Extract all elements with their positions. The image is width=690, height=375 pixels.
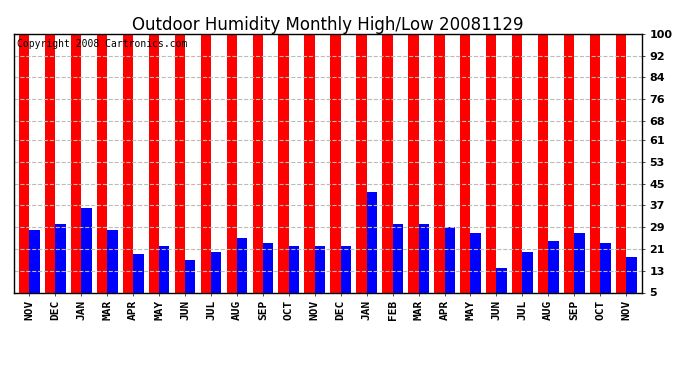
Bar bbox=[159, 246, 170, 306]
Bar bbox=[97, 34, 107, 306]
Bar bbox=[444, 227, 455, 306]
Bar bbox=[522, 252, 533, 306]
Bar bbox=[419, 224, 429, 306]
Bar bbox=[434, 34, 444, 306]
Text: Copyright 2008 Cartronics.com: Copyright 2008 Cartronics.com bbox=[17, 39, 187, 49]
Bar bbox=[289, 246, 299, 306]
Bar bbox=[460, 34, 471, 306]
Bar bbox=[279, 34, 289, 306]
Bar bbox=[471, 232, 481, 306]
Bar bbox=[185, 260, 195, 306]
Bar bbox=[590, 34, 600, 306]
Bar bbox=[626, 257, 636, 306]
Bar bbox=[237, 238, 247, 306]
Bar bbox=[538, 34, 549, 306]
Bar bbox=[382, 34, 393, 306]
Bar bbox=[486, 34, 496, 306]
Bar bbox=[549, 241, 559, 306]
Bar bbox=[71, 34, 81, 306]
Bar bbox=[133, 254, 144, 306]
Bar bbox=[600, 243, 611, 306]
Title: Outdoor Humidity Monthly High/Low 20081129: Outdoor Humidity Monthly High/Low 200811… bbox=[132, 16, 524, 34]
Bar bbox=[211, 252, 221, 306]
Bar bbox=[512, 34, 522, 306]
Bar bbox=[574, 232, 584, 306]
Bar bbox=[366, 192, 377, 306]
Bar bbox=[201, 34, 211, 306]
Bar bbox=[393, 224, 403, 306]
Bar bbox=[123, 34, 133, 306]
Bar bbox=[30, 230, 40, 306]
Bar bbox=[331, 34, 341, 306]
Bar bbox=[149, 34, 159, 306]
Bar bbox=[19, 34, 30, 306]
Bar bbox=[253, 34, 263, 306]
Bar bbox=[304, 34, 315, 306]
Bar bbox=[81, 208, 92, 306]
Bar bbox=[315, 246, 325, 306]
Bar bbox=[45, 34, 55, 306]
Bar bbox=[615, 34, 626, 306]
Bar bbox=[107, 230, 117, 306]
Bar bbox=[496, 268, 506, 306]
Bar bbox=[408, 34, 419, 306]
Bar bbox=[263, 243, 273, 306]
Bar bbox=[226, 34, 237, 306]
Bar bbox=[356, 34, 366, 306]
Bar bbox=[55, 224, 66, 306]
Bar bbox=[341, 246, 351, 306]
Bar bbox=[564, 34, 574, 306]
Bar bbox=[175, 34, 185, 306]
